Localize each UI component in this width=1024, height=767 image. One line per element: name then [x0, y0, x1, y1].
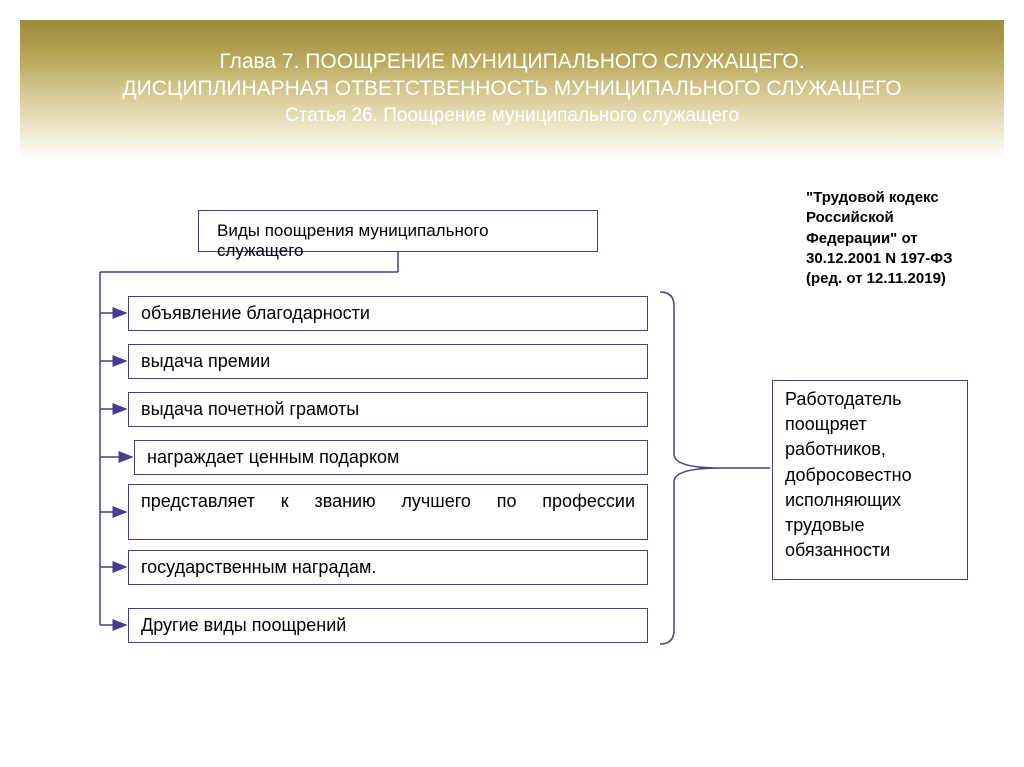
- item-box-6: Другие виды поощрений: [128, 608, 648, 643]
- right-box-label: Работодатель поощряет работников, доброс…: [785, 389, 912, 560]
- item-label-2: выдача почетной грамоты: [141, 399, 359, 419]
- citation-label: "Трудовой кодекс Российской Федерации" о…: [806, 189, 952, 287]
- item-box-0: объявление благодарности: [128, 296, 648, 331]
- right-box: Работодатель поощряет работников, доброс…: [772, 380, 968, 580]
- root-label: Виды поощрения муниципального служащего: [217, 221, 489, 260]
- item-label-1: выдача премии: [141, 351, 270, 371]
- item-box-1: выдача премии: [128, 344, 648, 379]
- header-line1: Глава 7. ПООЩРЕНИЕ МУНИЦИПАЛЬНОГО СЛУЖАЩ…: [219, 48, 804, 75]
- header-line3: Статья 26. Поощрение муниципального служ…: [285, 105, 739, 127]
- item-box-5: государственным наградам.: [128, 550, 648, 585]
- citation-note: "Трудовой кодекс Российской Федерации" о…: [806, 188, 986, 289]
- item-label-3: награждает ценным подарком: [147, 447, 399, 467]
- item-box-4: представляет к званию лучшего по професс…: [128, 484, 648, 540]
- item-label-0: объявление благодарности: [141, 303, 370, 323]
- item-label-6: Другие виды поощрений: [141, 615, 346, 635]
- item-box-3: награждает ценным подарком: [134, 440, 648, 475]
- header-band: Глава 7. ПООЩРЕНИЕ МУНИЦИПАЛЬНОГО СЛУЖАЩ…: [20, 20, 1004, 160]
- item-box-2: выдача почетной грамоты: [128, 392, 648, 427]
- root-box: Виды поощрения муниципального служащего: [198, 210, 598, 252]
- item-label-5: государственным наградам.: [141, 557, 376, 577]
- item-label-4: представляет к званию лучшего по професс…: [141, 491, 635, 511]
- header-line2: ДИСЦИПЛИНАРНАЯ ОТВЕТСТВЕННОСТЬ МУНИЦИПАЛ…: [122, 75, 901, 102]
